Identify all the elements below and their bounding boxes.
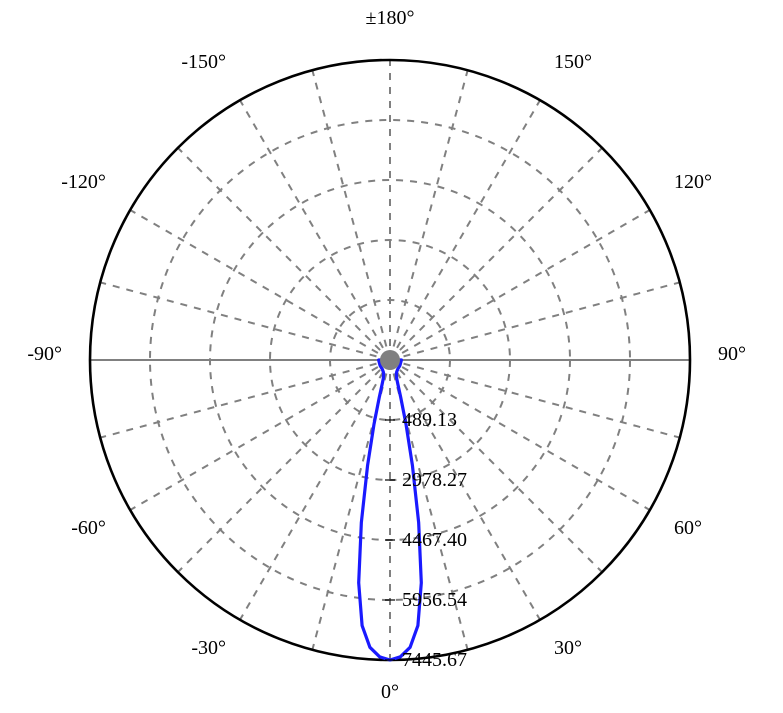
angle-label: 120° <box>674 171 712 193</box>
angle-label: 90° <box>718 343 746 365</box>
angle-label: 60° <box>674 517 702 539</box>
angle-label: ±180° <box>366 7 415 29</box>
angle-label: -120° <box>61 171 106 193</box>
angle-label: -30° <box>191 637 226 659</box>
radial-tick-label: 4467.40 <box>402 529 467 551</box>
radial-tick-label: 2978.27 <box>402 469 467 491</box>
angle-label: 0° <box>381 681 399 703</box>
angle-label: 150° <box>554 51 592 73</box>
angle-label: -90° <box>27 343 62 365</box>
radial-tick-label: 489.13 <box>402 409 457 431</box>
center-dot <box>380 350 400 370</box>
radial-tick-label: 7445.67 <box>402 649 467 671</box>
angle-label: -150° <box>181 51 226 73</box>
angle-label: 30° <box>554 637 582 659</box>
polar-chart: ±180° 150° 120° 90° 60° 30° 0° -30° -60° -90° -120… <box>0 0 783 713</box>
angle-label: -60° <box>71 517 106 539</box>
radial-tick-label: 5956.54 <box>402 589 467 611</box>
